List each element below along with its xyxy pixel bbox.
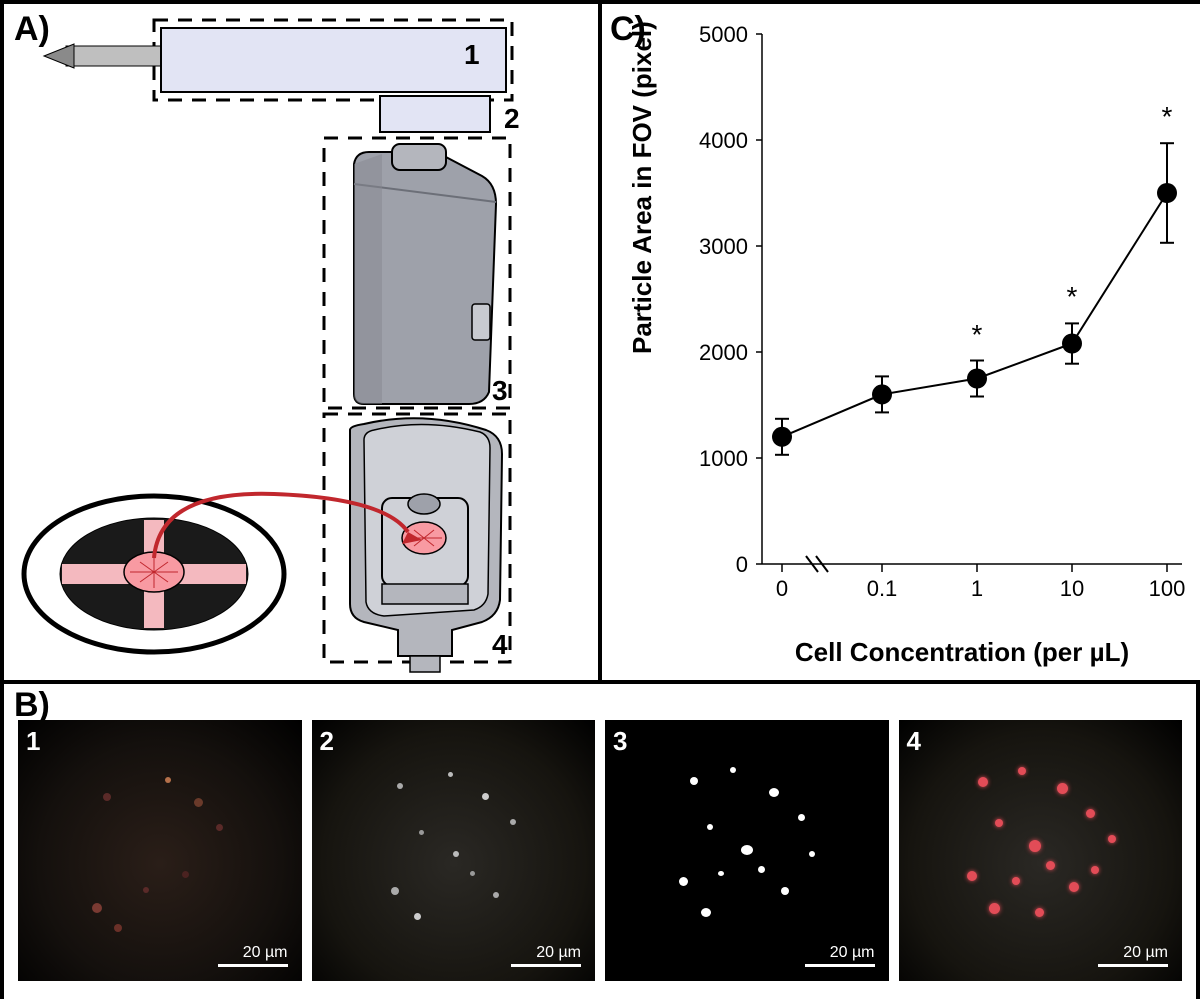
scalebar-2: 20 µm: [511, 944, 581, 967]
plot-area: 0 1000 2000 3000 4000 5000: [762, 34, 1182, 594]
micrograph-2-label: 2: [320, 726, 334, 757]
svg-text:1: 1: [971, 576, 983, 601]
micrograph-1-label: 1: [26, 726, 40, 757]
scalebar-1: 20 µm: [218, 944, 288, 967]
panel-c: C) Particle Area in FOV (pixel): [602, 4, 1200, 684]
panel-b: B) 1 20 µm 2: [4, 684, 1196, 999]
svg-text:3000: 3000: [699, 234, 748, 259]
part-label-2: 2: [504, 103, 520, 134]
svg-text:5000: 5000: [699, 22, 748, 47]
micrograph-2: 2 20 µm: [312, 720, 596, 981]
scalebar-text: 20 µm: [536, 944, 581, 962]
micrograph-3-label: 3: [613, 726, 627, 757]
micrograph-1: 1 20 µm: [18, 720, 302, 981]
micrograph-3: 3 20 µm: [605, 720, 889, 981]
tem-grid: [24, 496, 284, 652]
scalebar-4: 20 µm: [1098, 944, 1168, 967]
scalebar-3: 20 µm: [805, 944, 875, 967]
svg-text:1000: 1000: [699, 446, 748, 471]
x-axis-label: Cell Concentration (per µL): [642, 637, 1192, 668]
svg-text:100: 100: [1149, 576, 1186, 601]
scalebar-text: 20 µm: [243, 944, 288, 962]
scalebar-text: 20 µm: [830, 944, 875, 962]
device-lower: [350, 418, 502, 672]
x-ticks: 0 0.1 1 10 100: [776, 564, 1185, 601]
scalebar-text: 20 µm: [1123, 944, 1168, 962]
svg-text:2000: 2000: [699, 340, 748, 365]
svg-text:0.1: 0.1: [867, 576, 898, 601]
chart-container: Particle Area in FOV (pixel) 0: [642, 14, 1192, 674]
panel-a: A) 1 2: [4, 4, 602, 684]
svg-text:*: *: [1162, 101, 1173, 132]
part-label-1: 1: [464, 39, 480, 70]
device-upper: [354, 144, 496, 404]
y-ticks: 0 1000 2000 3000 4000 5000: [699, 22, 762, 577]
svg-text:0: 0: [776, 576, 788, 601]
figure-container: A) 1 2: [0, 0, 1200, 999]
part-label-4: 4: [492, 629, 508, 660]
error-bars: [775, 143, 1174, 455]
svg-text:*: *: [972, 319, 983, 350]
panel-a-illustration: 1 2 3: [4, 4, 602, 684]
svg-text:4000: 4000: [699, 128, 748, 153]
y-axis-label: Particle Area in FOV (pixel): [627, 21, 658, 354]
svg-text:10: 10: [1060, 576, 1084, 601]
svg-text:*: *: [1067, 281, 1078, 312]
micrograph-4: 4 20 µm: [899, 720, 1183, 981]
svg-text:0: 0: [736, 552, 748, 577]
part-label-3: 3: [492, 375, 508, 406]
micrograph-4-label: 4: [907, 726, 921, 757]
